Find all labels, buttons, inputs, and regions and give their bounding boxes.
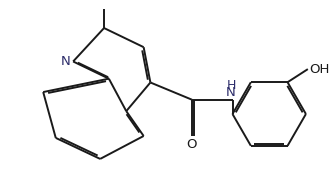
- Text: O: O: [187, 138, 197, 151]
- Text: N: N: [61, 55, 71, 68]
- Text: H: H: [226, 79, 236, 92]
- Text: OH: OH: [309, 63, 330, 76]
- Text: N: N: [226, 86, 236, 99]
